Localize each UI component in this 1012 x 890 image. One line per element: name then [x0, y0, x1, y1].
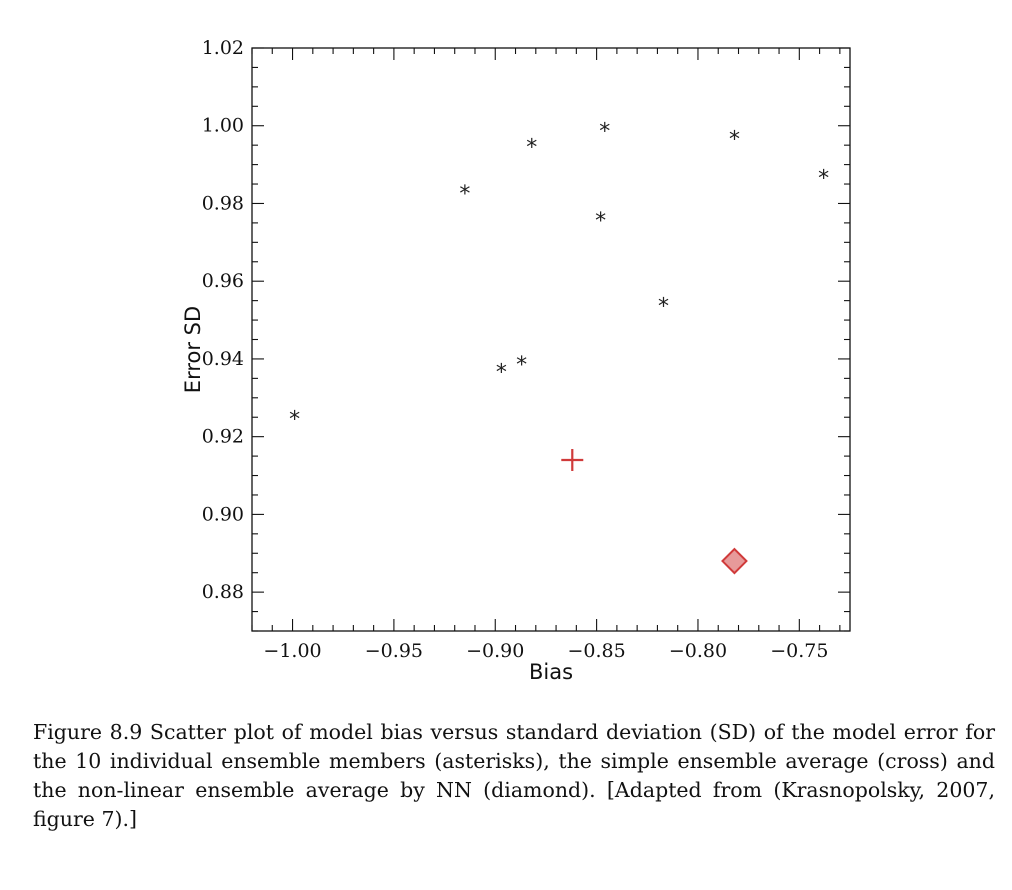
x-tick-label: −0.95 — [365, 640, 423, 662]
ensemble-member-point: * — [289, 407, 300, 432]
nn-average-point — [721, 547, 748, 575]
ensemble-member-point: * — [729, 128, 740, 153]
y-tick-label: 1.00 — [202, 115, 244, 137]
x-tick-label: −1.00 — [263, 640, 321, 662]
y-tick-label: 0.94 — [202, 348, 244, 370]
ensemble-member-point: * — [516, 353, 527, 378]
x-tick-label: −0.85 — [567, 640, 625, 662]
y-tick-label: 0.90 — [202, 503, 244, 525]
ensemble-member-point: * — [526, 135, 537, 160]
plot-frame — [251, 47, 851, 632]
y-tick-label: 1.02 — [202, 37, 244, 59]
y-tick-label: 0.96 — [202, 270, 244, 292]
x-tick-label: −0.90 — [466, 640, 524, 662]
ensemble-member-point: * — [658, 295, 669, 320]
y-tick-label: 0.88 — [202, 581, 244, 603]
ensemble-member-point: * — [459, 182, 470, 207]
ensemble-member-point: * — [496, 361, 507, 386]
scatter-chart: −1.00 −0.95 −0.90 −0.85 −0.80 −0.75 0.88 0.90 0.… — [181, 37, 851, 684]
figure-caption: Figure 8.9 Scatter plot of model bias ve… — [33, 720, 995, 831]
y-axis-title: Error SD — [181, 306, 205, 393]
simple-average-point — [561, 448, 584, 471]
x-axis-title: Bias — [529, 660, 573, 684]
x-tick-label: −0.75 — [770, 640, 828, 662]
y-tick-label: 0.92 — [202, 426, 244, 448]
ensemble-member-point: * — [599, 120, 610, 145]
ensemble-member-point: * — [595, 209, 606, 234]
ensemble-member-point: * — [818, 166, 829, 191]
y-tick-label: 0.98 — [202, 192, 244, 214]
x-tick-label: −0.80 — [669, 640, 727, 662]
